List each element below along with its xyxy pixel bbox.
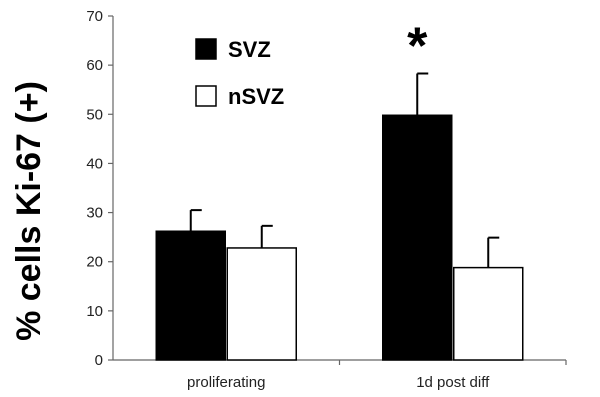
legend-label-nsvz: nSVZ — [228, 84, 284, 109]
legend-swatch-nsvz — [195, 85, 217, 107]
y-tick-label: 60 — [86, 57, 103, 74]
legend-swatch-svz — [195, 38, 217, 60]
x-category-label: proliferating — [187, 374, 265, 391]
bars: * — [155, 17, 524, 361]
significance-marker: * — [407, 17, 428, 75]
legend: SVZ nSVZ — [195, 37, 284, 109]
y-tick-label: 0 — [95, 352, 103, 369]
y-tick-label: 40 — [86, 155, 103, 172]
y-tick-label: 20 — [86, 254, 103, 271]
bar-nsvz — [453, 266, 524, 361]
x-category-label: 1d post diff — [416, 374, 490, 391]
bar-nsvz — [226, 247, 297, 361]
bar-svz — [382, 114, 453, 361]
y-tick-label: 70 — [86, 8, 103, 25]
bar-svz — [155, 230, 226, 361]
y-tick-label: 30 — [86, 205, 103, 222]
y-tick-label: 50 — [86, 106, 103, 123]
y-axis-label: % cells Ki-67 (+) — [10, 81, 48, 341]
legend-label-svz: SVZ — [228, 37, 271, 62]
axes: 0 10 20 30 40 50 60 70 proliferating 1d post diff — [86, 8, 567, 391]
y-tick-label: 10 — [86, 303, 103, 320]
